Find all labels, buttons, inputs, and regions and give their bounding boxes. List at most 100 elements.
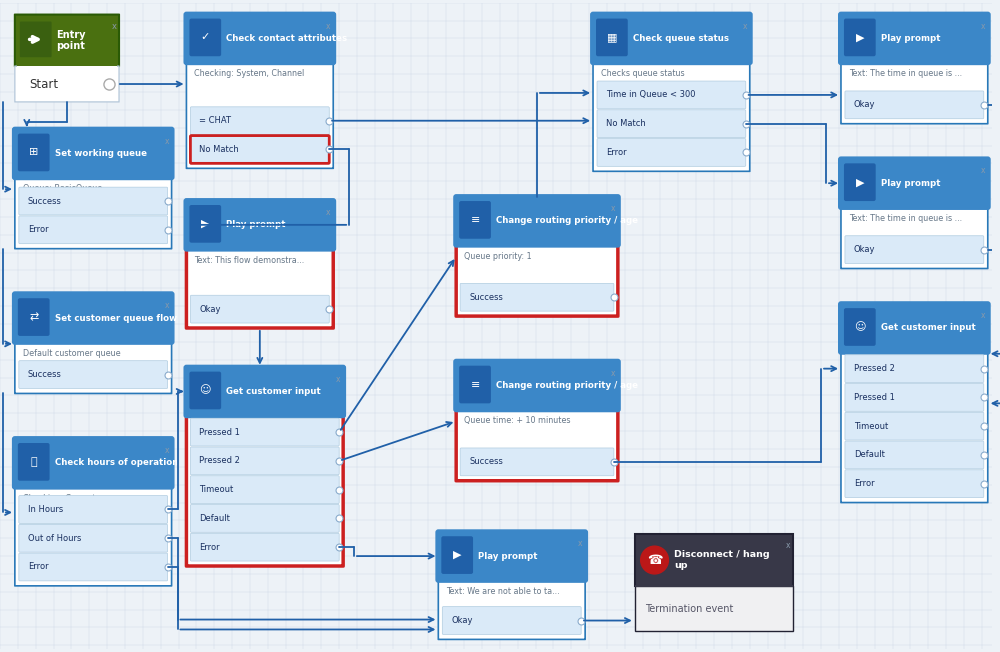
FancyBboxPatch shape (186, 368, 343, 566)
FancyBboxPatch shape (590, 12, 753, 65)
Text: Text: The time in queue is ...: Text: The time in queue is ... (849, 214, 962, 223)
FancyBboxPatch shape (15, 66, 119, 102)
Text: Play prompt: Play prompt (478, 552, 538, 561)
Text: x: x (981, 311, 985, 320)
Text: x: x (164, 301, 169, 310)
Text: ☺: ☺ (854, 322, 866, 332)
Text: Queue: BasicQueue: Queue: BasicQueue (23, 184, 102, 193)
Text: Timeout: Timeout (854, 422, 888, 431)
FancyBboxPatch shape (845, 441, 984, 469)
Text: Pressed 1: Pressed 1 (199, 428, 240, 437)
Text: Success: Success (28, 196, 62, 205)
Text: Check contact attributes: Check contact attributes (226, 34, 347, 43)
Text: x: x (981, 22, 985, 31)
FancyBboxPatch shape (460, 448, 614, 476)
Text: ☎: ☎ (647, 554, 662, 567)
FancyBboxPatch shape (190, 295, 329, 323)
FancyBboxPatch shape (596, 18, 628, 56)
Text: Okay: Okay (854, 245, 875, 254)
FancyBboxPatch shape (19, 524, 168, 552)
Bar (18, 336, 169, 342)
Text: Termination event: Termination event (645, 604, 733, 614)
Bar (844, 201, 985, 207)
Text: Checks queue status: Checks queue status (601, 69, 685, 78)
FancyBboxPatch shape (845, 383, 984, 411)
FancyBboxPatch shape (186, 201, 333, 328)
Bar (189, 243, 330, 248)
FancyBboxPatch shape (845, 236, 984, 263)
Text: ⇄: ⇄ (29, 312, 38, 322)
Text: Okay: Okay (199, 304, 221, 314)
Text: x: x (336, 375, 340, 383)
FancyBboxPatch shape (593, 14, 750, 171)
FancyBboxPatch shape (844, 18, 876, 56)
FancyBboxPatch shape (838, 156, 991, 210)
FancyBboxPatch shape (845, 91, 984, 119)
FancyBboxPatch shape (456, 197, 618, 316)
FancyBboxPatch shape (190, 476, 339, 503)
Text: Okay: Okay (451, 616, 473, 625)
Text: Pressed 1: Pressed 1 (854, 393, 895, 402)
Text: Set working queue: Set working queue (55, 149, 147, 158)
Text: Error: Error (199, 542, 220, 552)
Text: Text: We are not able to ta...: Text: We are not able to ta... (446, 587, 560, 596)
Text: Default: Default (199, 514, 230, 523)
Bar (459, 404, 615, 409)
Text: ≡: ≡ (470, 215, 480, 225)
FancyBboxPatch shape (189, 205, 221, 243)
FancyBboxPatch shape (460, 284, 614, 311)
FancyBboxPatch shape (19, 361, 168, 389)
Text: Out of Hours: Out of Hours (28, 534, 81, 542)
Text: No Match: No Match (606, 119, 646, 128)
Text: Pressed 2: Pressed 2 (199, 456, 240, 466)
FancyBboxPatch shape (442, 606, 581, 634)
Text: Checking: Current queue: Checking: Current queue (23, 494, 123, 503)
Text: Error: Error (854, 479, 874, 488)
Text: Time in Queue < 300: Time in Queue < 300 (606, 91, 695, 99)
FancyBboxPatch shape (15, 130, 172, 248)
Text: Success: Success (469, 457, 503, 466)
Text: ▶: ▶ (856, 33, 864, 42)
Text: x: x (112, 22, 117, 31)
Text: Error: Error (28, 563, 48, 572)
FancyBboxPatch shape (20, 22, 52, 57)
Text: Get customer input: Get customer input (881, 323, 975, 333)
Bar (596, 56, 747, 62)
Text: x: x (326, 208, 331, 217)
Text: Get customer input: Get customer input (226, 387, 321, 396)
Text: ▶: ▶ (453, 550, 461, 560)
FancyBboxPatch shape (597, 81, 746, 109)
Bar (635, 585, 793, 587)
Text: Okay: Okay (854, 100, 875, 110)
Text: Disconnect / hang
up: Disconnect / hang up (674, 550, 770, 570)
FancyBboxPatch shape (453, 359, 621, 412)
FancyBboxPatch shape (441, 536, 473, 574)
Bar (189, 409, 340, 415)
Text: Pressed 2: Pressed 2 (854, 364, 895, 373)
Text: = CHAT: = CHAT (199, 116, 231, 125)
Text: Entry
point: Entry point (57, 29, 86, 52)
FancyBboxPatch shape (190, 136, 329, 164)
Text: Success: Success (469, 293, 503, 302)
FancyBboxPatch shape (190, 107, 329, 134)
Text: x: x (743, 22, 747, 31)
FancyBboxPatch shape (15, 294, 172, 393)
FancyBboxPatch shape (845, 355, 984, 383)
FancyBboxPatch shape (18, 443, 50, 481)
Text: ⌚: ⌚ (30, 457, 37, 467)
FancyBboxPatch shape (189, 18, 221, 56)
FancyBboxPatch shape (435, 529, 588, 583)
Text: ▦: ▦ (607, 33, 617, 42)
Text: Default customer queue: Default customer queue (23, 349, 120, 358)
Text: x: x (611, 204, 615, 213)
Bar (441, 574, 582, 580)
Text: Queue priority: 1: Queue priority: 1 (464, 252, 532, 261)
Bar (18, 481, 169, 486)
Text: Check queue status: Check queue status (633, 34, 729, 43)
Text: Checking: System, Channel: Checking: System, Channel (194, 69, 305, 78)
FancyBboxPatch shape (845, 412, 984, 440)
Text: Change routing priority / age: Change routing priority / age (496, 216, 638, 226)
Bar (189, 56, 330, 62)
FancyBboxPatch shape (841, 14, 988, 124)
Bar (844, 346, 985, 352)
